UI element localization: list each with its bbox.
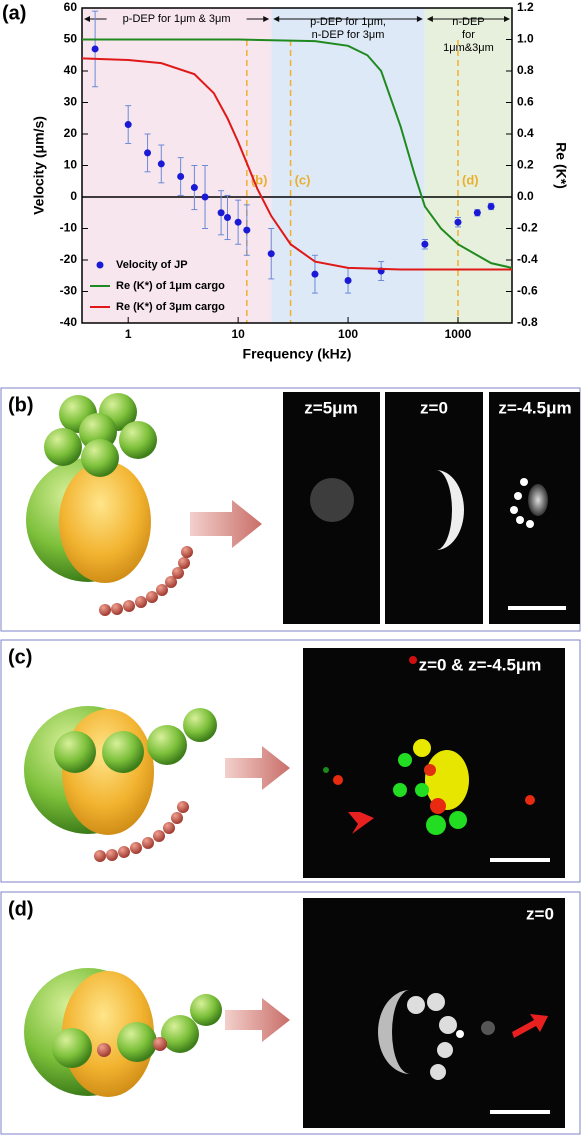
image-label: z=5μm <box>304 398 357 417</box>
janus-illustration <box>24 968 222 1097</box>
y-tick-label: -40 <box>60 315 78 329</box>
y-tick-label: 50 <box>64 32 78 46</box>
point <box>92 45 99 52</box>
y2-tick-label: 0.2 <box>517 158 534 172</box>
y-tick-label: -10 <box>60 221 78 235</box>
y-axis-title: Velocity (μm/s) <box>31 116 47 215</box>
region-label: 1μm&3μm <box>443 42 494 54</box>
legend-swatch <box>97 262 104 269</box>
point <box>144 149 151 156</box>
legend-label: Re (K*) of 3μm cargo <box>116 301 225 313</box>
y2-tick-label: 1.0 <box>517 32 534 46</box>
point <box>125 121 132 128</box>
y2-tick-label: 0.6 <box>517 95 534 109</box>
point <box>191 184 198 191</box>
region-label: p-DEP for 1μm, <box>310 16 386 28</box>
y-tick-label: 40 <box>64 63 78 77</box>
y-tick-label: 60 <box>64 0 78 14</box>
image-label: z=0 <box>420 398 448 417</box>
point <box>311 271 318 278</box>
x-tick-label: 1 <box>125 327 132 341</box>
point <box>421 241 428 248</box>
arrow <box>225 998 290 1042</box>
y2-tick-label: 0.4 <box>517 126 534 140</box>
y-tick-label: -30 <box>60 284 78 298</box>
y-tick-label: 30 <box>64 95 78 109</box>
legend-label: Re (K*) of 1μm cargo <box>116 280 225 292</box>
blob <box>310 478 354 522</box>
x-axis-title: Frequency (kHz) <box>243 346 352 362</box>
marker-label: (d) <box>462 172 479 187</box>
janus-illustration <box>26 393 193 616</box>
marker-label: (c) <box>295 172 311 187</box>
region-label: n-DEP for 3μm <box>312 29 385 41</box>
point <box>235 219 242 226</box>
x-tick-label: 10 <box>231 327 245 341</box>
point <box>268 250 275 257</box>
point <box>224 214 231 221</box>
panel-label: (d) <box>8 898 34 920</box>
micrograph <box>303 898 565 1128</box>
image-label: z=0 & z=-4.5μm <box>419 655 542 674</box>
point <box>177 173 184 180</box>
x-tick-label: 100 <box>338 327 358 341</box>
legend-label: Velocity of JP <box>116 259 188 271</box>
point <box>454 219 461 226</box>
y2-tick-label: -0.8 <box>517 315 538 329</box>
image-label: z=-4.5μm <box>498 398 571 417</box>
point <box>488 203 495 210</box>
y-tick-label: 20 <box>64 126 78 140</box>
image-label: z=0 <box>526 904 554 923</box>
y2-tick-label: 0.0 <box>517 189 534 203</box>
panel-label: (b) <box>8 394 34 416</box>
y2-tick-label: -0.4 <box>517 252 538 266</box>
point <box>345 277 352 284</box>
y2-tick-label: 1.2 <box>517 0 534 14</box>
region <box>82 8 271 323</box>
x-tick-label: 1000 <box>445 327 472 341</box>
arrow <box>225 746 290 790</box>
region <box>425 8 512 323</box>
arrow <box>190 500 262 548</box>
y2-tick-label: 0.8 <box>517 63 534 77</box>
point <box>202 194 209 201</box>
figure: (a) p-DEP for 1μm & 3μmp-DEP for 1μm,n-D… <box>0 0 582 1137</box>
y2-tick-label: -0.6 <box>517 284 538 298</box>
y-tick-label: 10 <box>64 158 78 172</box>
panel-label: (a) <box>2 2 26 24</box>
region-label: p-DEP for 1μm & 3μm <box>123 13 231 25</box>
y-tick-label: -20 <box>60 252 78 266</box>
y2-tick-label: -0.2 <box>517 221 538 235</box>
janus-illustration <box>24 706 217 862</box>
blob <box>528 484 548 516</box>
point <box>474 209 481 216</box>
point <box>243 227 250 234</box>
region-label: for <box>462 29 475 41</box>
panel-label: (c) <box>8 646 32 668</box>
y2-axis-title: Re (K*) <box>553 142 569 189</box>
point <box>158 160 165 167</box>
y-tick-label: 0 <box>70 189 77 203</box>
micrograph <box>385 392 483 624</box>
point <box>218 209 225 216</box>
region-label: n-DEP <box>452 16 484 28</box>
